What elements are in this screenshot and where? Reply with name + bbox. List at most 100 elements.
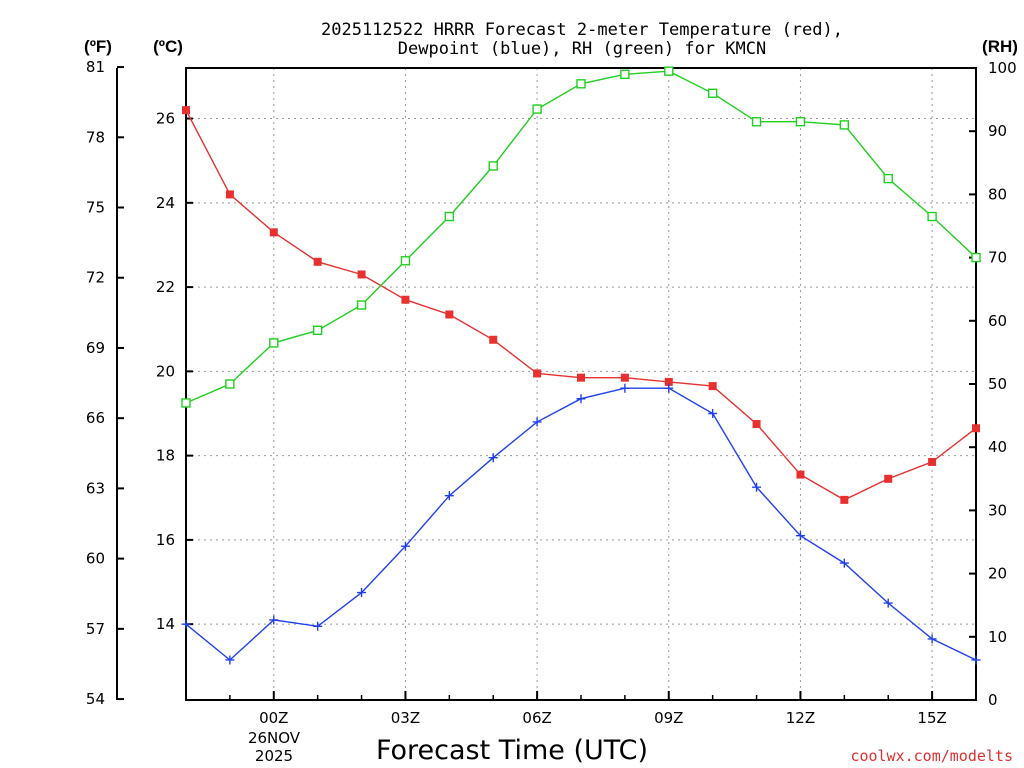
temperature-point xyxy=(796,470,805,479)
data-series xyxy=(181,66,981,665)
temperature-point xyxy=(577,373,585,382)
fahrenheit-tick-label: 60 xyxy=(86,550,105,568)
dewpoint-point xyxy=(488,453,498,463)
chart-title-line2: Dewpoint (blue), RH (green) for KMCN xyxy=(398,39,766,59)
dewpoint-point xyxy=(708,408,718,418)
x-tick-label: 06Z xyxy=(522,709,551,727)
rh-point xyxy=(356,300,367,310)
rh-point xyxy=(751,117,762,127)
temperature-point xyxy=(225,190,234,199)
rh-axis-unit: (RH) xyxy=(982,37,1018,56)
temperature-point xyxy=(445,310,454,319)
dewpoint-point xyxy=(400,541,410,551)
rh-point xyxy=(707,88,718,98)
fahrenheit-tick-label: 66 xyxy=(86,409,105,427)
dewpoint-point xyxy=(883,598,893,608)
celsius-axis-unit: (ºC) xyxy=(153,37,183,56)
fahrenheit-tick-label: 72 xyxy=(86,269,105,287)
rh-point xyxy=(181,398,191,408)
temperature-point xyxy=(664,377,673,386)
fahrenheit-tick-label: 69 xyxy=(86,339,105,357)
temperature-point xyxy=(401,295,410,304)
dewpoint-point xyxy=(313,621,323,631)
x-tick-label: 00Z xyxy=(259,709,288,727)
temperature-point xyxy=(533,369,542,378)
celsius-tick-label: 24 xyxy=(156,194,175,212)
x-tick-label: 03Z xyxy=(391,709,420,727)
temperature-point xyxy=(708,382,717,391)
rh-point xyxy=(620,69,630,80)
temperature-point xyxy=(884,474,893,483)
chart-title-line1: 2025112522 HRRR Forecast 2-meter Tempera… xyxy=(321,20,843,40)
fahrenheit-tick-label: 54 xyxy=(86,690,105,708)
dewpoint-point xyxy=(576,394,586,404)
fahrenheit-tick-label: 57 xyxy=(86,620,105,638)
temperature-point xyxy=(313,257,322,266)
dewpoint-point xyxy=(269,615,279,625)
rh-point xyxy=(532,104,542,114)
credit-text: coolwx.com/modelts xyxy=(850,747,1013,765)
dewpoint-point xyxy=(795,531,805,541)
temperature-point xyxy=(489,335,498,344)
dewpoint-point xyxy=(927,634,937,644)
rh-tick-label: 60 xyxy=(988,312,1007,330)
rh-point xyxy=(269,338,279,348)
rh-point xyxy=(312,325,323,335)
temperature-point xyxy=(269,228,278,237)
rh-tick-label: 90 xyxy=(988,122,1007,140)
temperature-point xyxy=(972,424,980,433)
temperature-point xyxy=(182,106,190,115)
rh-line xyxy=(185,70,977,404)
celsius-tick-label: 22 xyxy=(156,278,175,296)
dewpoint-point xyxy=(664,383,674,393)
fahrenheit-tick-label: 81 xyxy=(86,58,105,76)
temperature-point xyxy=(840,495,849,504)
dewpoint-point xyxy=(971,655,981,665)
dewpoint-point xyxy=(839,558,849,568)
x-tick-label: 15Z xyxy=(917,709,946,727)
grid-lines xyxy=(186,68,976,700)
rh-tick-label: 30 xyxy=(988,501,1007,519)
dewpoint-point xyxy=(225,655,235,665)
rh-point xyxy=(400,256,411,266)
x-axis-label: Forecast Time (UTC) xyxy=(376,735,648,766)
temperature-point xyxy=(620,373,629,382)
dewpoint-point xyxy=(620,383,630,393)
dewpoint-point xyxy=(181,619,191,629)
rh-point xyxy=(576,79,586,89)
fahrenheit-tick-label: 75 xyxy=(86,199,105,217)
date-line2: 2025 xyxy=(255,747,293,765)
celsius-tick-label: 16 xyxy=(156,531,175,549)
celsius-tick-label: 14 xyxy=(156,615,175,633)
dewpoint-point xyxy=(444,491,454,501)
x-tick-label: 09Z xyxy=(654,709,683,727)
dewpoint-point xyxy=(532,417,542,427)
rh-point xyxy=(971,252,981,263)
rh-tick-label: 0 xyxy=(988,691,998,709)
celsius-tick-label: 18 xyxy=(156,447,175,465)
rh-tick-label: 20 xyxy=(988,565,1007,583)
rh-tick-label: 10 xyxy=(988,628,1007,646)
rh-tick-label: 80 xyxy=(988,185,1007,203)
rh-point xyxy=(664,66,674,76)
temperature-point xyxy=(752,420,761,429)
celsius-tick-label: 20 xyxy=(156,362,175,380)
rh-point xyxy=(488,161,498,171)
x-tick-label: 12Z xyxy=(786,709,815,727)
rh-point xyxy=(795,117,806,127)
celsius-tick-label: 26 xyxy=(156,110,175,128)
temperature-point xyxy=(357,270,366,279)
rh-point xyxy=(444,211,455,222)
fahrenheit-axis-unit: (ºF) xyxy=(84,37,112,56)
rh-point xyxy=(927,211,937,222)
rh-point xyxy=(883,173,893,184)
dewpoint-line xyxy=(185,387,977,661)
rh-point xyxy=(225,379,235,389)
rh-point xyxy=(839,120,850,130)
dewpoint-point xyxy=(752,482,762,492)
plot-frame xyxy=(185,67,977,701)
rh-tick-label: 40 xyxy=(988,438,1007,456)
rh-tick-label: 100 xyxy=(988,59,1017,77)
rh-tick-label: 50 xyxy=(988,375,1007,393)
